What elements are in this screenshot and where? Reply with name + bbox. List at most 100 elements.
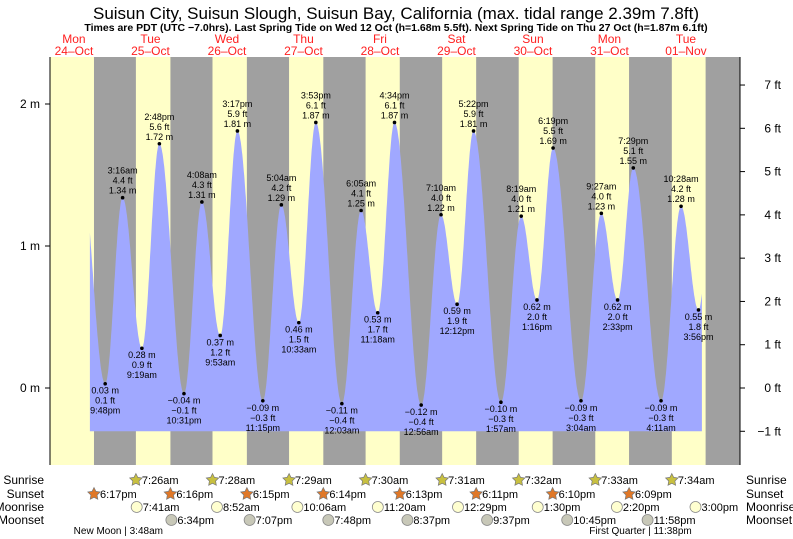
tide-extreme-point bbox=[471, 129, 476, 133]
tide-extreme-point bbox=[359, 208, 363, 213]
sunset-sun-icon bbox=[163, 486, 178, 500]
tide-extreme-point bbox=[579, 398, 583, 403]
sunset-sun-icon bbox=[392, 486, 407, 500]
tide-extreme-point bbox=[261, 398, 265, 403]
sunrise-time: 7:33am bbox=[601, 475, 638, 487]
moonset-time: 11:58pm bbox=[654, 515, 696, 527]
sunset-time: 6:13pm bbox=[406, 489, 443, 501]
tide-extreme-point bbox=[696, 308, 701, 312]
tide-extreme-point bbox=[535, 298, 539, 302]
right-axis-tick-label: 2 ft bbox=[764, 294, 781, 308]
sunrise-sun-icon bbox=[435, 472, 450, 486]
low-tide-time: 9:48pm bbox=[90, 406, 120, 416]
day-date-label: 31–Oct bbox=[590, 44, 629, 58]
day-date-label: 27–Oct bbox=[284, 44, 323, 58]
sunrise-time: 7:29am bbox=[295, 475, 332, 487]
low-tide-time: 10:31pm bbox=[166, 416, 201, 426]
high-tide-time: 7:10am bbox=[426, 183, 456, 193]
low-tide-feet: −0.4 ft bbox=[409, 417, 435, 427]
day-date-label: 26–Oct bbox=[208, 44, 247, 58]
high-tide-feet: 4.0 ft bbox=[431, 193, 452, 203]
moonset-time: 7:07pm bbox=[256, 515, 293, 527]
low-tide-feet: −0.1 ft bbox=[171, 406, 197, 416]
sunrise-time: 7:32am bbox=[525, 475, 562, 487]
sunset-time: 6:17pm bbox=[100, 489, 137, 501]
right-axis-tick-label: 5 ft bbox=[764, 165, 781, 179]
low-tide-feet: 1.9 ft bbox=[447, 316, 468, 326]
low-tide-time: 10:33am bbox=[281, 345, 316, 355]
sunset-time: 6:14pm bbox=[329, 489, 366, 501]
tide-extreme-point bbox=[157, 141, 162, 146]
tide-extreme-point bbox=[279, 203, 284, 207]
day-weekday-label: Thu bbox=[293, 32, 314, 46]
moonrise-row-label-right: Moonrise bbox=[746, 500, 793, 514]
low-tide-time: 9:53am bbox=[205, 357, 235, 367]
high-tide-meters: 1.34 m bbox=[109, 186, 137, 196]
low-tide-time: 2:33pm bbox=[603, 322, 633, 332]
sunset-sun-icon bbox=[622, 486, 636, 500]
high-tide-time: 5:04am bbox=[266, 173, 296, 183]
moonset-time: 7:48pm bbox=[334, 515, 371, 527]
moonset-row-label-right: Moonset bbox=[746, 513, 793, 527]
low-tide-feet: −0.3 ft bbox=[648, 413, 674, 423]
tide-extreme-point bbox=[218, 333, 223, 338]
low-tide-time: 3:04am bbox=[566, 423, 596, 433]
low-tide-meters: −0.10 m bbox=[485, 404, 518, 414]
low-tide-meters: −0.09 m bbox=[565, 403, 598, 413]
tide-extreme-point bbox=[499, 400, 503, 405]
sunrise-sun-icon bbox=[282, 472, 296, 486]
sunrise-time: 7:31am bbox=[448, 475, 485, 487]
low-tide-meters: 0.03 m bbox=[91, 386, 119, 396]
low-tide-meters: 0.37 m bbox=[206, 337, 234, 347]
sunset-sun-icon bbox=[239, 486, 254, 500]
low-tide-meters: 0.62 m bbox=[604, 302, 632, 312]
tide-extreme-point bbox=[182, 391, 186, 396]
moonrise-time: 12:29pm bbox=[464, 502, 507, 514]
day-weekday-label: Wed bbox=[215, 32, 239, 46]
low-tide-meters: −0.04 m bbox=[168, 396, 201, 406]
low-tide-meters: −0.09 m bbox=[645, 403, 678, 413]
high-tide-feet: 5.5 ft bbox=[543, 126, 564, 136]
tide-extreme-point bbox=[340, 401, 344, 406]
low-tide-time: 12:56am bbox=[404, 427, 439, 437]
tide-extreme-point bbox=[235, 129, 240, 133]
right-axis-tick-label: −1 ft bbox=[757, 424, 781, 438]
day-weekday-label: Tue bbox=[140, 32, 161, 46]
tide-extreme-point bbox=[140, 346, 144, 351]
high-tide-time: 3:17pm bbox=[222, 99, 252, 109]
low-tide-time: 1:16pm bbox=[522, 322, 552, 332]
sunrise-sun-icon bbox=[358, 472, 373, 486]
tide-extreme-point bbox=[551, 146, 555, 150]
moonrise-moon-icon bbox=[371, 501, 384, 513]
high-tide-meters: 1.23 m bbox=[588, 201, 616, 211]
tide-extreme-point bbox=[375, 310, 380, 315]
sunrise-sun-icon bbox=[128, 472, 143, 486]
moonset-row-label-left: Moonset bbox=[0, 513, 45, 527]
chart-title: Suisun City, Suisun Slough, Suisun Bay, … bbox=[93, 4, 699, 23]
tide-extreme-point bbox=[455, 302, 459, 307]
low-tide-time: 12:12pm bbox=[440, 326, 475, 336]
moon-phase-label: First Quarter | 11:38pm bbox=[589, 526, 691, 537]
high-tide-meters: 1.87 m bbox=[302, 110, 330, 120]
sunset-time: 6:11pm bbox=[482, 489, 518, 501]
moonrise-time: 7:41am bbox=[143, 502, 180, 514]
low-tide-meters: 0.59 m bbox=[443, 306, 471, 316]
sunrise-sun-icon bbox=[205, 472, 220, 486]
low-tide-time: 11:18am bbox=[361, 335, 395, 345]
high-tide-feet: 4.2 ft bbox=[671, 184, 692, 194]
high-tide-meters: 1.72 m bbox=[146, 132, 174, 142]
tide-extreme-point bbox=[599, 211, 604, 216]
tide-extreme-point bbox=[103, 381, 107, 386]
sunset-row-label-right: Sunset bbox=[746, 487, 784, 501]
high-tide-time: 9:27am bbox=[586, 181, 616, 191]
sunrise-time: 7:28am bbox=[219, 475, 256, 487]
high-tide-meters: 1.29 m bbox=[268, 193, 296, 203]
moonset-moon-icon bbox=[561, 514, 574, 526]
low-tide-meters: 0.46 m bbox=[285, 325, 313, 335]
day-date-label: 28–Oct bbox=[361, 44, 400, 58]
high-tide-meters: 1.25 m bbox=[347, 199, 375, 209]
tide-extreme-point bbox=[439, 212, 443, 217]
low-tide-feet: 0.9 ft bbox=[132, 360, 153, 370]
low-tide-meters: 0.53 m bbox=[364, 315, 392, 325]
